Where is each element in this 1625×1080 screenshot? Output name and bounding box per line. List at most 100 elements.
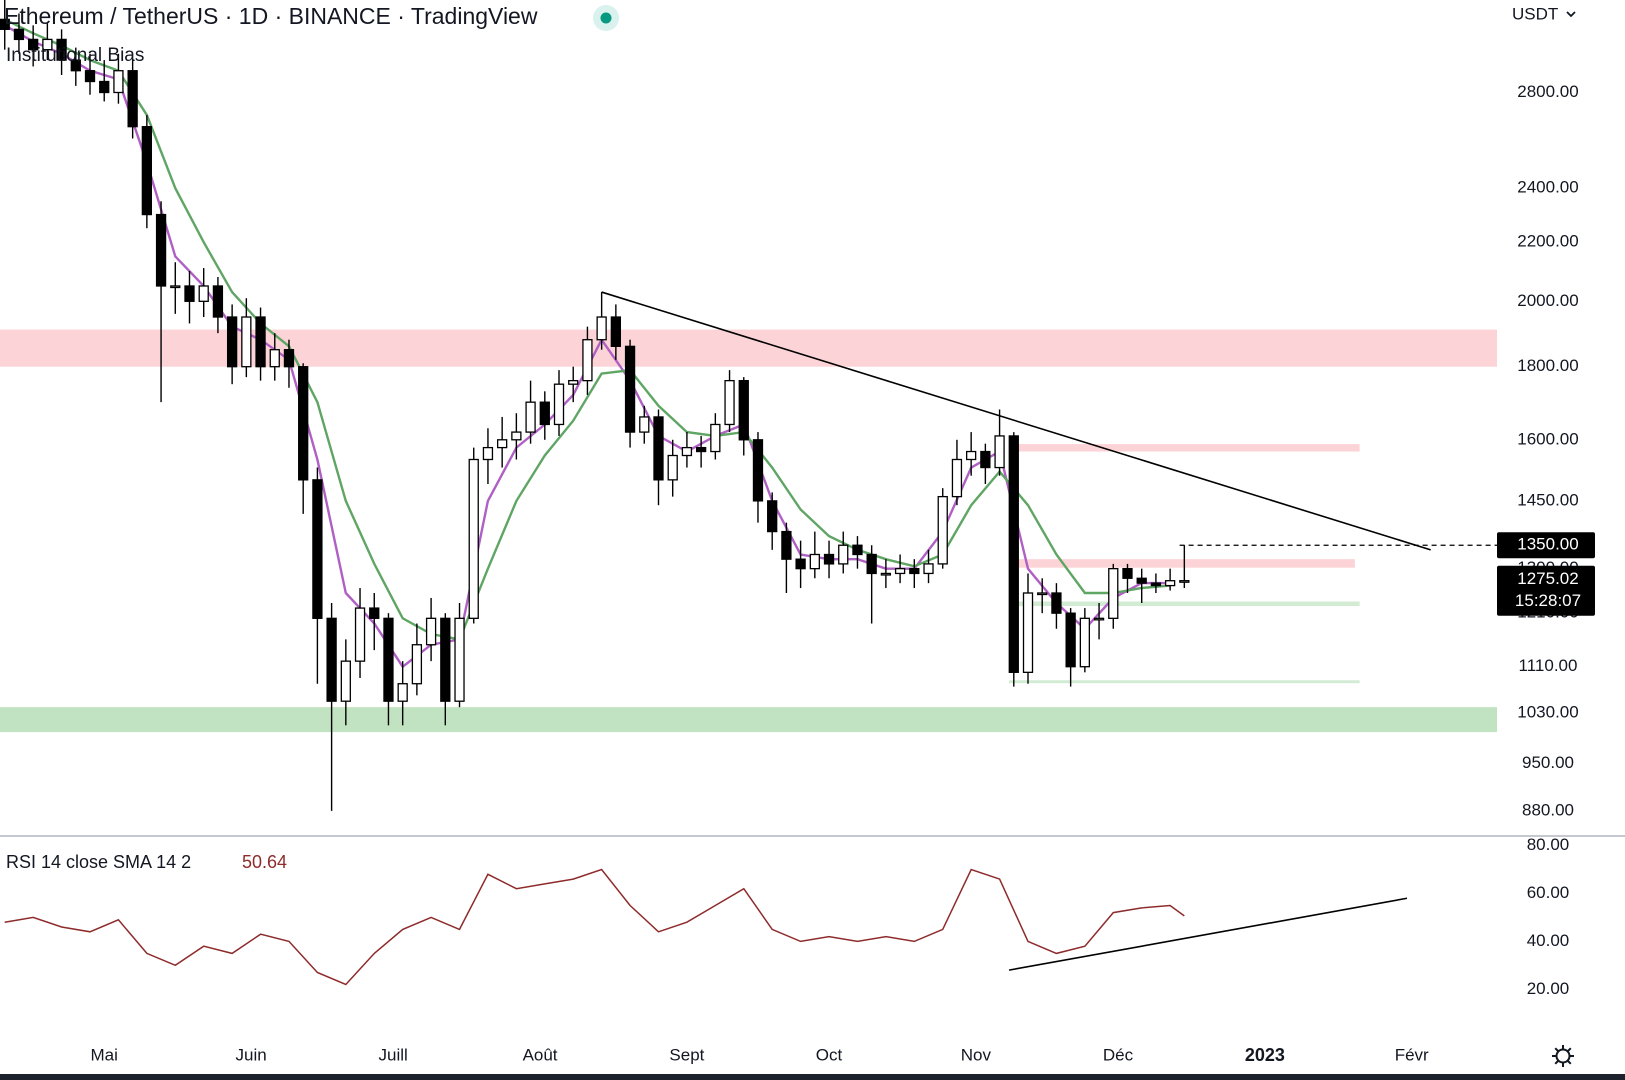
candle-body <box>369 607 380 619</box>
candle-body <box>127 70 138 128</box>
chart-title: Ethereum / TetherUS · 1D · BINANCE · Tra… <box>4 3 538 29</box>
candle-body <box>298 366 309 481</box>
labels: Ethereum / TetherUS · 1D · BINANCE · Tra… <box>4 3 1595 1067</box>
y-tick-label: 40.00 <box>1527 931 1570 950</box>
y-tick-label: 880.00 <box>1522 800 1574 819</box>
y-tick-label: 2200.00 <box>1517 232 1578 251</box>
candle-body <box>1150 582 1162 587</box>
candle-body <box>838 544 849 565</box>
candle-body <box>28 38 39 51</box>
zone <box>1009 680 1360 684</box>
candle-body <box>1093 617 1105 621</box>
candle-body <box>752 439 764 502</box>
candle-body <box>1179 580 1190 583</box>
candle-body <box>795 558 806 570</box>
bottom-bar <box>0 1074 1625 1080</box>
candle-body <box>212 285 224 318</box>
candle-body <box>1051 592 1062 614</box>
trend-line <box>1008 897 1408 971</box>
candle-body <box>852 544 863 556</box>
x-tick-label: 2023 <box>1245 1045 1285 1065</box>
candle-body <box>255 316 266 368</box>
candle-body <box>1037 592 1048 596</box>
candle-body <box>710 423 721 453</box>
candle-body <box>269 349 280 368</box>
candle-body <box>226 316 238 368</box>
rsi-title: RSI 14 close SMA 14 2 <box>6 852 191 872</box>
candle-body <box>951 458 963 498</box>
y-tick-label: 60.00 <box>1527 883 1570 902</box>
candle-body <box>1079 617 1091 668</box>
candle-body <box>184 285 195 302</box>
candle-body <box>823 553 835 565</box>
candle-body <box>1022 592 1034 673</box>
trend-line <box>601 291 1431 551</box>
y-tick-label: 950.00 <box>1522 753 1574 772</box>
y-tick-label: 1450.00 <box>1517 490 1578 509</box>
candle-body <box>56 38 67 61</box>
candle-body <box>340 660 351 702</box>
candle-body <box>440 617 451 702</box>
candle-body <box>568 379 579 385</box>
currency-chevron[interactable] <box>1566 11 1576 18</box>
y-tick-label: 2800.00 <box>1517 82 1578 101</box>
candle-body <box>511 431 522 441</box>
candle-body <box>1008 435 1019 673</box>
candle-body <box>326 617 337 702</box>
zone <box>0 329 1497 367</box>
level-box <box>1497 532 1595 559</box>
x-tick-label: Déc <box>1103 1045 1134 1064</box>
settings-icon[interactable] <box>1552 1045 1574 1067</box>
candle-body <box>966 450 977 461</box>
zone <box>1009 559 1355 568</box>
candle-body <box>425 617 437 646</box>
x-tick-label: Mai <box>91 1045 118 1064</box>
x-tick-label: Juin <box>235 1045 266 1064</box>
y-tick-label: 1800.00 <box>1517 356 1578 375</box>
candle-body <box>1136 577 1147 584</box>
x-tick-label: Févr <box>1395 1045 1429 1064</box>
candle-body <box>84 70 96 83</box>
y-tick-label: 2000.00 <box>1517 291 1578 310</box>
candle-body <box>99 80 110 94</box>
currency[interactable]: USDT <box>1512 4 1558 23</box>
candle-body <box>582 339 593 382</box>
candle-body <box>624 345 636 433</box>
candle-body <box>695 446 707 453</box>
candle-body <box>42 38 53 51</box>
countdown-label: 15:28:07 <box>1515 591 1581 610</box>
candle-body <box>809 553 820 570</box>
candle-body <box>866 553 877 575</box>
candle-body <box>354 607 366 662</box>
candle-body <box>880 572 892 576</box>
last-price-label: 1275.02 <box>1517 569 1578 588</box>
candle-body <box>312 479 323 619</box>
candle-body <box>553 383 565 426</box>
candle-body <box>653 416 664 481</box>
candle-body <box>13 28 25 41</box>
y-tick-label: 20.00 <box>1527 979 1570 998</box>
candle-body <box>937 495 948 565</box>
candle-body <box>454 617 465 702</box>
x-tick-label: Sept <box>669 1045 704 1064</box>
candle-body <box>170 285 181 289</box>
candle-body <box>0 18 10 30</box>
candle-body <box>667 454 678 481</box>
zone <box>1009 601 1360 607</box>
candle-body <box>155 213 167 287</box>
candle-body <box>383 617 394 702</box>
candle-body <box>724 379 735 426</box>
y-tick-label: 80.00 <box>1527 835 1570 854</box>
candle-body <box>539 401 550 426</box>
last-price-box <box>1497 565 1595 616</box>
candle-body <box>482 446 494 461</box>
rsi-value: 50.64 <box>242 852 287 872</box>
candle-body <box>1065 612 1076 668</box>
marks <box>0 0 1497 986</box>
candle-body <box>894 568 906 575</box>
candle-body <box>994 435 1005 469</box>
candle-body <box>681 446 693 457</box>
candle-body <box>909 568 920 575</box>
candle-body <box>525 401 536 433</box>
